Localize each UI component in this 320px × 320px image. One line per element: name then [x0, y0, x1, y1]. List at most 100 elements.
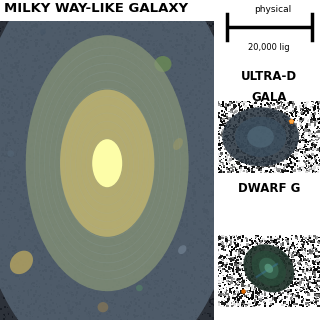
Point [272, 169, 277, 174]
Point [219, 133, 224, 139]
Point [175, 129, 180, 134]
Point [36, 101, 42, 106]
Point [148, 153, 153, 158]
Point [313, 297, 318, 302]
Point [32, 186, 37, 191]
Point [92, 304, 97, 309]
Point [143, 142, 148, 147]
Point [61, 56, 66, 61]
Point [194, 143, 199, 148]
Point [163, 176, 168, 181]
Point [293, 247, 299, 252]
Point [256, 125, 261, 131]
Point [60, 187, 65, 192]
Point [163, 214, 168, 219]
Point [231, 295, 236, 300]
Ellipse shape [173, 138, 183, 150]
Point [47, 228, 52, 233]
Point [300, 299, 305, 304]
Point [262, 122, 267, 127]
Point [175, 312, 180, 317]
Point [68, 135, 73, 140]
Point [197, 261, 203, 267]
Point [7, 224, 12, 229]
Point [16, 0, 21, 4]
Point [296, 281, 301, 286]
Point [141, 231, 147, 236]
Point [37, 44, 42, 49]
Point [216, 261, 221, 266]
Point [52, 207, 57, 212]
Point [18, 79, 23, 84]
Point [25, 251, 30, 256]
Point [218, 122, 223, 127]
Point [290, 146, 295, 151]
Point [36, 48, 42, 53]
Point [176, 204, 181, 209]
Point [225, 274, 230, 279]
Ellipse shape [244, 244, 294, 292]
Point [225, 164, 230, 169]
Point [271, 106, 276, 111]
Point [228, 290, 233, 295]
Point [77, 26, 82, 31]
Point [44, 306, 49, 311]
Point [283, 289, 288, 294]
Point [310, 164, 316, 169]
Point [55, 2, 60, 7]
Point [242, 115, 247, 120]
Point [283, 155, 288, 160]
Point [103, 88, 108, 93]
Point [284, 162, 290, 167]
Point [236, 137, 241, 142]
Point [218, 287, 223, 292]
Point [154, 278, 159, 283]
Point [237, 273, 242, 278]
Point [77, 4, 82, 9]
Point [66, 305, 71, 310]
Point [47, 234, 52, 239]
Point [314, 275, 319, 280]
Point [209, 287, 214, 292]
Point [305, 168, 310, 173]
Point [300, 288, 305, 293]
Point [285, 300, 290, 305]
Point [8, 52, 13, 58]
Point [192, 221, 197, 226]
Point [23, 313, 28, 318]
Point [271, 268, 276, 273]
Point [145, 171, 150, 176]
Point [124, 118, 130, 123]
Point [10, 27, 15, 32]
Point [264, 155, 269, 160]
Point [0, 28, 3, 34]
Point [3, 288, 8, 293]
Point [173, 301, 178, 306]
Point [78, 300, 83, 305]
Point [253, 287, 258, 292]
Point [63, 2, 68, 7]
Point [194, 240, 199, 245]
Point [179, 24, 184, 29]
Point [88, 38, 93, 43]
Point [199, 134, 204, 139]
Point [3, 103, 8, 108]
Point [31, 74, 36, 79]
Point [92, 260, 97, 265]
Point [278, 151, 283, 156]
Point [97, 47, 102, 52]
Point [67, 85, 72, 90]
Point [182, 292, 188, 298]
Point [224, 166, 229, 172]
Point [55, 83, 60, 88]
Point [76, 286, 81, 291]
Point [47, 23, 52, 28]
Point [57, 46, 62, 52]
Point [278, 103, 283, 108]
Point [301, 106, 306, 111]
Point [265, 240, 270, 245]
Point [87, 68, 92, 73]
Point [106, 190, 111, 195]
Point [247, 159, 252, 164]
Point [310, 245, 315, 250]
